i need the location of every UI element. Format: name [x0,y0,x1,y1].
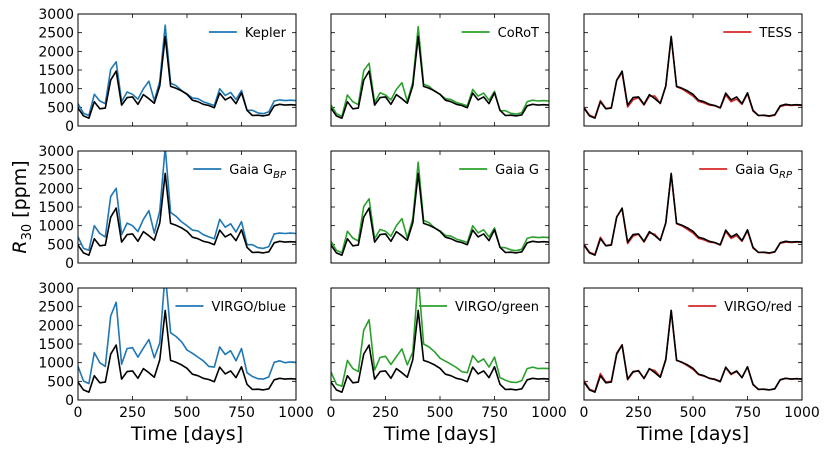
panel-frame [77,150,297,264]
x-axis-label: Time [days] [636,423,749,445]
y-tick-label: 0 [65,256,74,272]
legend-label: Gaia G [495,163,539,178]
panel-6: Gaia GRP [583,150,803,264]
reference-line [78,35,296,119]
y-tick-label: 2000 [38,318,74,334]
reference-line [331,35,549,119]
y-tick-label: 500 [47,100,74,116]
x-tick-label: 0 [74,405,83,421]
y-tick-label: 1000 [38,82,74,98]
panel-frame [77,287,297,401]
x-tick-label: 250 [119,405,146,421]
y-tick-label: 3000 [38,7,74,23]
y-tick-label: 2500 [38,300,74,316]
y-tick-label: 0 [65,119,74,135]
series-line [78,151,296,252]
panel-frame [583,150,803,264]
legend: VIRGO/red [688,300,792,315]
reference-line [584,309,802,394]
y-tick-label: 3000 [38,144,74,160]
reference-line [584,35,802,119]
x-tick-label: 750 [734,405,761,421]
legend: CoRoT [461,26,539,41]
series-line [584,173,802,256]
y-tick-label: 500 [47,237,74,253]
y-tick-label: 1500 [38,337,74,353]
series-line [331,288,549,388]
y-tick-label: 3000 [38,281,74,297]
y-tick-label: 1000 [38,219,74,235]
x-tick-label: 750 [228,405,255,421]
y-tick-label: 0 [65,393,74,409]
panel-2: CoRoT [330,13,550,127]
x-axis-label: Time [days] [130,423,243,445]
x-tick-label: 250 [625,405,652,421]
legend: Gaia G [459,163,539,178]
panel-frame [330,150,550,264]
legend-label: Gaia GBP [229,163,287,181]
panel-frame [583,287,803,401]
y-axis-label: R30 [ppm] [9,160,35,253]
x-tick-label: 0 [327,405,336,421]
panel-frame [330,287,550,401]
panel-frame [77,13,297,127]
x-tick-label: 500 [427,405,454,421]
series-line [584,36,802,119]
series-line [78,288,296,385]
x-tick-label: 1000 [278,405,314,421]
x-tick-label: 1000 [784,405,820,421]
reference-line [78,309,296,394]
panel-1: 0 500 1000 1500 2000 2500 3000 Kepler [38,7,297,135]
legend-label: Gaia GRP [735,163,793,181]
panel-9: 0 250 500 750 1000 VIRGO/red Time [days] [580,287,820,445]
legend: VIRGO/green [419,300,539,315]
panel-5: Gaia G [330,150,550,264]
y-tick-label: 1500 [38,63,74,79]
legend-label: VIRGO/red [724,300,792,315]
x-tick-label: 250 [372,405,399,421]
x-tick-label: 1000 [531,405,567,421]
reference-line [331,309,549,394]
x-tick-label: 500 [680,405,707,421]
y-tick-label: 500 [47,374,74,390]
y-tick-label: 2500 [38,26,74,42]
x-tick-label: 750 [481,405,508,421]
panel-frame [330,13,550,127]
legend: VIRGO/blue [175,300,286,315]
y-tick-label: 2000 [38,181,74,197]
legend-label: CoRoT [498,26,539,41]
y-tick-label: 1000 [38,356,74,372]
panel-frame [583,13,803,127]
panel-4: 0 500 1000 1500 2000 2500 3000 Gaia GBP [38,144,297,272]
legend: Gaia GBP [193,163,287,181]
legend-label: VIRGO/blue [211,300,286,315]
panel-3: TESS [583,13,803,127]
legend: Gaia GRP [699,163,793,181]
legend: Kepler [208,26,287,41]
y-tick-label: 1500 [38,200,74,216]
series-line [584,309,802,393]
legend-label: TESS [758,26,792,41]
panel-7: 0 250 500 750 1000050010001500200025003000VI… [38,281,314,445]
legend-label: VIRGO/green [455,300,539,315]
y-tick-label: 2000 [38,44,74,60]
reference-line [331,172,549,256]
reference-line [584,172,802,256]
x-axis-label: Time [days] [383,423,496,445]
y-tick-label: 2500 [38,163,74,179]
reference-line [78,172,296,256]
x-tick-label: 0 [580,405,589,421]
x-tick-label: 500 [174,405,201,421]
legend-label: Kepler [245,26,287,41]
legend: TESS [723,26,792,41]
panel-8: 0 250 500 750 1000 VIRGO/green Time [days] [327,287,567,445]
